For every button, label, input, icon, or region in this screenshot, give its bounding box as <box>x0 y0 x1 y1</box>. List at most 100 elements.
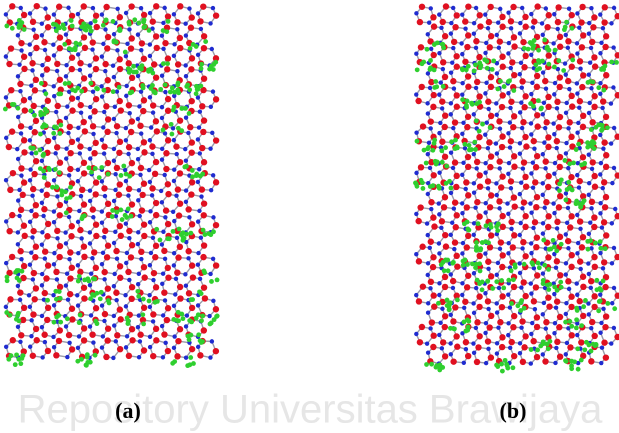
green-atom <box>601 88 606 93</box>
green-atom <box>57 25 62 30</box>
green-atom <box>488 125 493 130</box>
blue-atom <box>600 345 604 349</box>
red-atom <box>33 326 39 332</box>
blue-atom <box>124 222 128 226</box>
blue-atom <box>531 185 535 189</box>
blue-atom <box>184 188 188 192</box>
red-atom <box>522 24 528 30</box>
blue-atom <box>428 286 432 290</box>
red-atom <box>45 24 51 30</box>
red-atom <box>591 214 597 220</box>
red-atom <box>21 97 27 103</box>
green-atom <box>136 294 141 299</box>
red-atom <box>534 73 540 79</box>
green-atom <box>546 62 551 67</box>
green-atom <box>536 261 541 266</box>
blue-atom <box>586 261 590 265</box>
red-atom <box>533 284 539 290</box>
green-atom <box>574 199 579 204</box>
blue-atom <box>519 326 523 330</box>
blue-atom <box>414 11 418 15</box>
red-atom <box>201 284 207 290</box>
green-atom <box>181 316 186 321</box>
green-atom <box>470 102 475 107</box>
blue-atom <box>449 313 453 317</box>
red-atom <box>568 213 574 219</box>
green-atom <box>199 318 204 323</box>
red-atom <box>511 43 517 49</box>
red-atom <box>443 243 449 249</box>
red-atom <box>200 129 206 135</box>
green-atom <box>563 320 568 325</box>
red-atom <box>430 264 436 270</box>
blue-atom <box>64 283 68 287</box>
red-atom <box>557 74 563 80</box>
green-atom <box>548 282 553 287</box>
green-atom <box>447 307 452 312</box>
red-atom <box>116 150 122 156</box>
blue-atom <box>77 334 81 338</box>
blue-atom <box>541 352 545 356</box>
red-atom <box>543 119 549 125</box>
blue-atom <box>529 132 533 136</box>
green-atom <box>541 238 546 243</box>
red-atom <box>200 3 206 9</box>
blue-atom <box>588 101 592 105</box>
red-atom <box>487 44 493 50</box>
green-atom <box>474 118 479 123</box>
green-atom <box>183 106 188 111</box>
red-atom <box>419 324 425 330</box>
green-atom <box>480 122 485 127</box>
red-atom <box>500 252 506 258</box>
green-atom <box>591 342 596 347</box>
red-atom <box>90 206 96 212</box>
green-atom <box>191 42 196 47</box>
blue-atom <box>40 242 44 246</box>
blue-atom <box>541 271 545 275</box>
green-atom <box>444 164 449 169</box>
green-atom <box>563 158 568 163</box>
blue-atom <box>486 186 490 190</box>
red-atom <box>555 4 561 10</box>
blue-atom <box>553 321 557 325</box>
red-atom <box>105 201 111 207</box>
blue-atom <box>587 232 591 236</box>
blue-atom <box>175 69 179 73</box>
blue-atom <box>520 6 524 10</box>
red-atom <box>33 77 39 83</box>
blue-atom <box>162 173 166 177</box>
blue-atom <box>461 121 465 125</box>
blue-atom <box>519 61 523 65</box>
green-atom <box>176 318 181 323</box>
red-atom <box>430 104 436 110</box>
green-atom <box>57 170 62 175</box>
green-atom <box>88 360 93 365</box>
blue-atom <box>19 173 23 177</box>
red-atom <box>591 173 597 179</box>
blue-atom <box>40 325 44 329</box>
red-atom <box>534 153 540 159</box>
green-atom <box>425 47 430 52</box>
blue-atom <box>483 251 487 255</box>
blue-atom <box>508 145 512 149</box>
blue-atom <box>147 168 151 172</box>
red-atom <box>477 12 483 18</box>
blue-atom <box>449 352 453 356</box>
blue-atom <box>76 96 80 100</box>
green-atom <box>58 320 63 325</box>
blue-atom <box>589 46 593 50</box>
green-atom <box>455 298 460 303</box>
green-atom <box>441 260 446 265</box>
red-atom <box>93 221 99 227</box>
red-atom <box>545 134 551 140</box>
red-atom <box>453 333 459 339</box>
blue-atom <box>508 346 512 350</box>
blue-atom <box>51 293 55 297</box>
blue-atom <box>112 284 116 288</box>
green-atom <box>586 343 591 348</box>
red-atom <box>56 254 62 260</box>
blue-atom <box>210 339 214 343</box>
green-atom <box>118 208 123 213</box>
green-atom <box>196 87 201 92</box>
blue-atom <box>472 221 476 225</box>
